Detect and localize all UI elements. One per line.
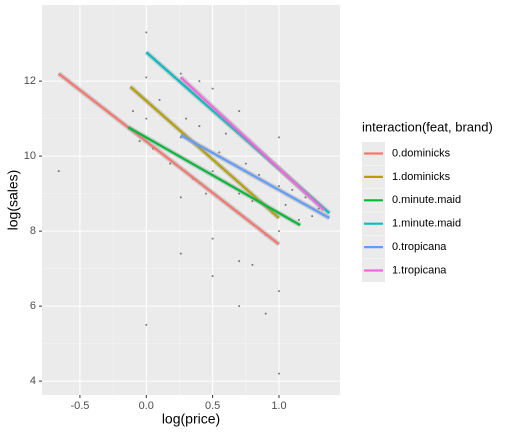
legend-label: 1.dominicks	[392, 171, 451, 183]
point	[138, 140, 141, 143]
legend-label: 1.minute.maid	[392, 218, 461, 230]
point	[218, 151, 221, 154]
point	[158, 98, 161, 101]
x-tick-label: -0.5	[70, 400, 89, 412]
y-tick-label: 4	[30, 375, 36, 387]
point	[211, 237, 214, 240]
point	[284, 203, 287, 206]
point	[291, 188, 294, 191]
point	[238, 260, 241, 263]
point	[198, 80, 201, 83]
point	[297, 218, 300, 221]
point	[179, 136, 182, 139]
point	[179, 252, 182, 255]
point	[198, 125, 201, 128]
y-tick-label: 12	[24, 75, 36, 87]
point	[185, 117, 188, 120]
fit-line	[127, 126, 301, 227]
x-tick-label: 0.0	[139, 400, 154, 412]
point	[57, 170, 60, 173]
y-axis-title: log(sales)	[5, 170, 21, 231]
point	[169, 162, 172, 165]
point	[145, 31, 148, 34]
point	[304, 196, 307, 199]
point	[238, 110, 241, 113]
point	[311, 215, 314, 218]
point	[277, 230, 280, 233]
point	[238, 305, 241, 308]
x-axis-title: log(price)	[162, 411, 220, 427]
point	[238, 192, 241, 195]
point	[264, 312, 267, 315]
legend-label: 0.minute.maid	[392, 194, 461, 206]
point	[179, 72, 182, 75]
y-tick-label: 6	[30, 300, 36, 312]
point	[277, 290, 280, 293]
x-tick-label: 0.5	[205, 400, 220, 412]
panel	[42, 5, 340, 395]
point	[145, 117, 148, 120]
point	[277, 136, 280, 139]
legend-label: 1.tropicana	[392, 264, 447, 276]
legend-title: interaction(feat, brand)	[362, 119, 493, 134]
point	[211, 87, 214, 90]
fit-line	[180, 76, 325, 211]
y-tick-label: 10	[24, 150, 36, 162]
y-tick-label: 8	[30, 225, 36, 237]
point	[179, 196, 182, 199]
point	[145, 323, 148, 326]
point	[277, 372, 280, 375]
fit-line	[58, 72, 280, 246]
point	[277, 185, 280, 188]
point	[251, 263, 254, 266]
fit-line	[129, 85, 280, 219]
point	[132, 110, 135, 113]
legend-label: 0.dominicks	[392, 147, 451, 159]
legend-label: 0.tropicana	[392, 241, 447, 253]
point	[244, 162, 247, 165]
x-tick-label: 1.0	[271, 400, 286, 412]
point	[258, 173, 261, 176]
point	[211, 170, 214, 173]
point	[251, 200, 254, 203]
point	[224, 132, 227, 135]
point	[145, 76, 148, 79]
point	[204, 192, 207, 195]
point	[211, 275, 214, 278]
fit-line	[180, 134, 330, 219]
point	[317, 207, 320, 210]
